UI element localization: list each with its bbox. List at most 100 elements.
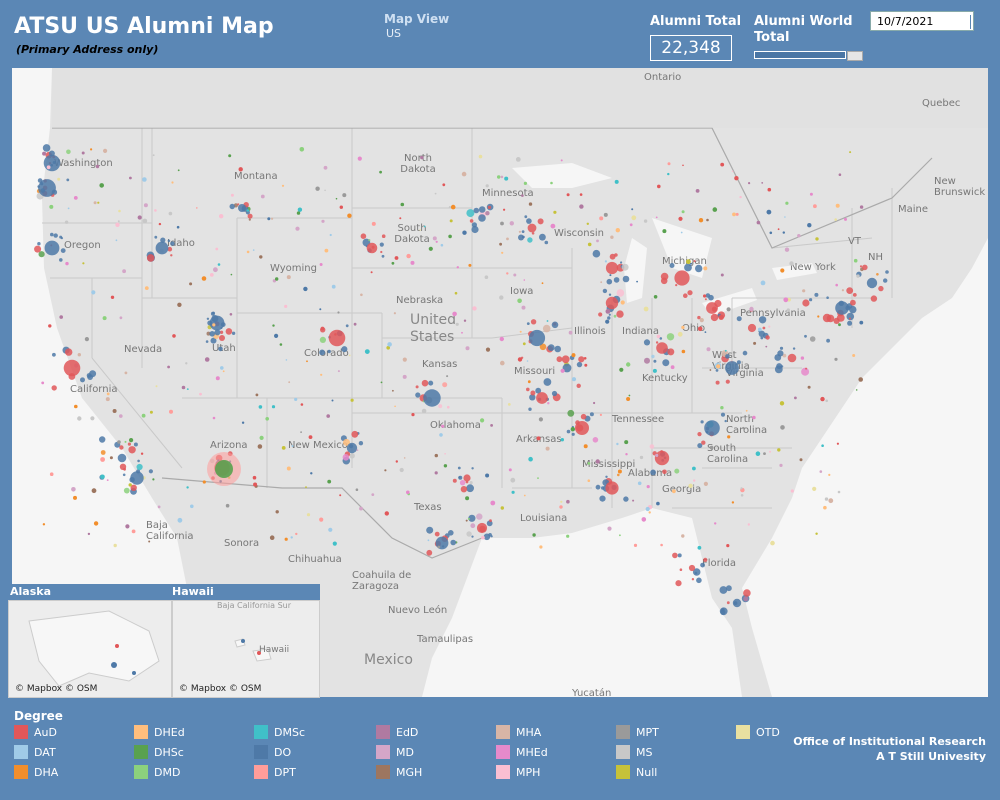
alumni-dot[interactable]: [499, 336, 504, 342]
alumni-dot[interactable]: [677, 553, 682, 558]
alumni-dot[interactable]: [272, 279, 277, 283]
alumni-dot[interactable]: [210, 311, 215, 316]
alumni-dot[interactable]: [506, 237, 509, 241]
alumni-dot[interactable]: [342, 193, 347, 198]
alumni-dot[interactable]: [710, 313, 719, 322]
alumni-dot[interactable]: [50, 232, 54, 237]
alumni-cluster[interactable]: [63, 359, 81, 377]
alumni-dot[interactable]: [779, 346, 784, 350]
alumni-dot[interactable]: [821, 444, 824, 448]
alumni-dot[interactable]: [305, 486, 307, 488]
alumni-dot[interactable]: [532, 533, 536, 537]
alumni-dot[interactable]: [267, 217, 271, 221]
alumni-dot[interactable]: [454, 291, 458, 295]
alumni-dot[interactable]: [817, 315, 820, 318]
alumni-dot[interactable]: [469, 219, 474, 223]
alumni-dot[interactable]: [631, 215, 637, 221]
alumni-dot[interactable]: [704, 331, 707, 333]
alumni-dot[interactable]: [225, 503, 230, 508]
alumni-dot[interactable]: [395, 460, 398, 463]
alumni-dot[interactable]: [478, 206, 486, 213]
alumni-dot[interactable]: [125, 524, 130, 529]
alumni-dot[interactable]: [455, 322, 459, 326]
alumni-dot[interactable]: [327, 349, 331, 354]
alumni-dot[interactable]: [504, 176, 509, 181]
alumni-dot[interactable]: [758, 330, 765, 337]
alumni-dot[interactable]: [212, 323, 216, 327]
alumni-dot[interactable]: [624, 440, 629, 445]
alumni-dot[interactable]: [335, 197, 338, 200]
alumni-dot[interactable]: [483, 533, 491, 541]
alumni-dot[interactable]: [119, 316, 123, 320]
alumni-dot[interactable]: [556, 356, 563, 363]
alumni-dot[interactable]: [619, 534, 621, 537]
alumni-dot[interactable]: [800, 356, 805, 360]
alumni-dot[interactable]: [89, 370, 97, 378]
alumni-dot[interactable]: [847, 320, 853, 326]
alumni-dot[interactable]: [726, 307, 731, 312]
alumni-dot[interactable]: [641, 517, 647, 522]
alumni-dot[interactable]: [435, 240, 438, 243]
alumni-dot[interactable]: [426, 549, 433, 556]
alumni-dot[interactable]: [142, 177, 147, 182]
alumni-dot[interactable]: [602, 288, 608, 294]
alumni-dot[interactable]: [129, 176, 132, 180]
alumni-dot[interactable]: [608, 293, 612, 296]
alumni-dot[interactable]: [177, 169, 180, 172]
alumni-dot[interactable]: [286, 466, 291, 471]
alumni-dot[interactable]: [605, 475, 608, 478]
alumni-dot[interactable]: [448, 206, 451, 209]
alumni-dot[interactable]: [231, 331, 236, 335]
alumni-dot[interactable]: [34, 245, 42, 253]
alumni-dot[interactable]: [613, 314, 617, 318]
alumni-dot[interactable]: [852, 293, 857, 297]
alumni-dot[interactable]: [359, 506, 363, 511]
alumni-dot[interactable]: [281, 446, 286, 450]
alumni-cluster[interactable]: [536, 392, 548, 404]
alumni-dot[interactable]: [609, 253, 616, 260]
alumni-dot[interactable]: [515, 157, 521, 162]
alumni-dot[interactable]: [620, 261, 623, 264]
alumni-dot[interactable]: [310, 472, 313, 475]
alumni-dot[interactable]: [201, 276, 207, 281]
alumni-dot[interactable]: [835, 203, 840, 208]
alumni-dot[interactable]: [230, 193, 234, 197]
alumni-dot[interactable]: [662, 229, 667, 234]
alumni-dot[interactable]: [813, 204, 817, 209]
alumni-dot[interactable]: [463, 319, 467, 322]
alumni-dot[interactable]: [724, 349, 727, 352]
alumni-dot[interactable]: [213, 267, 218, 273]
alumni-cluster[interactable]: [215, 460, 233, 478]
alumni-dot[interactable]: [834, 218, 837, 221]
alumni-dot[interactable]: [66, 178, 70, 182]
alumni-dot[interactable]: [387, 342, 392, 347]
alumni-dot[interactable]: [523, 181, 527, 185]
alumni-dot[interactable]: [82, 262, 85, 265]
alumni-dot[interactable]: [672, 489, 676, 494]
alumni-dot[interactable]: [471, 225, 479, 234]
alumni-dot[interactable]: [291, 445, 294, 447]
alumni-dot[interactable]: [595, 459, 600, 464]
alumni-dot[interactable]: [643, 306, 649, 312]
legend-item-mhed[interactable]: MHEd: [496, 745, 548, 759]
alumni-dot[interactable]: [181, 385, 186, 390]
alumni-cluster[interactable]: [44, 240, 60, 256]
alumni-dot[interactable]: [190, 504, 194, 509]
alumni-dot[interactable]: [247, 213, 253, 219]
alumni-dot[interactable]: [883, 278, 888, 283]
alumni-dot[interactable]: [212, 416, 216, 420]
alumni-dot[interactable]: [42, 523, 46, 526]
alaska-inset-map[interactable]: © Mapbox © OSM: [8, 600, 172, 698]
alumni-dot[interactable]: [472, 306, 477, 311]
alumni-dot[interactable]: [117, 220, 120, 223]
alumni-dot[interactable]: [59, 258, 63, 262]
alumni-dot[interactable]: [757, 327, 762, 332]
alumni-dot[interactable]: [443, 464, 448, 468]
alumni-dot[interactable]: [471, 467, 474, 470]
alumni-cluster[interactable]: [476, 522, 488, 534]
alumni-dot[interactable]: [448, 530, 454, 536]
alumni-dot[interactable]: [152, 154, 155, 157]
alumni-dot[interactable]: [511, 490, 515, 494]
alumni-dot[interactable]: [606, 278, 613, 285]
alumni-dot[interactable]: [95, 164, 100, 169]
